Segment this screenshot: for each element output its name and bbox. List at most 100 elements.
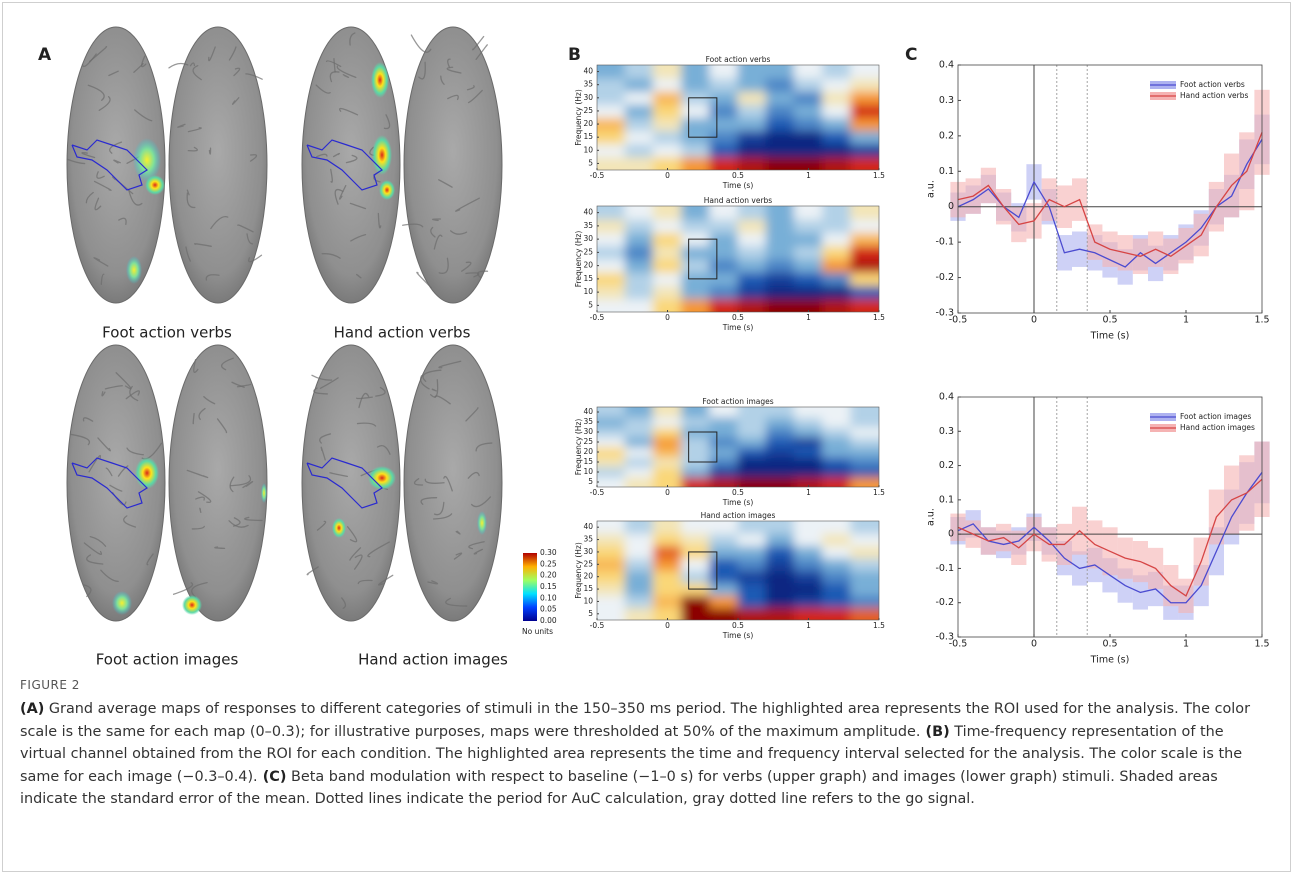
y-tick-label: -0.2 [935, 272, 954, 283]
heatmap-cell [794, 427, 823, 438]
heatmap-cell [766, 245, 795, 259]
y-tick-label: 5 [588, 609, 593, 618]
heatmap-cell [625, 545, 654, 558]
heatmap-cell [794, 232, 823, 246]
heatmap-cell [625, 91, 654, 105]
y-tick-label: 10 [583, 145, 593, 154]
heatmap [583, 192, 894, 327]
heatmap-cell [794, 570, 823, 583]
y-tick-label: 5 [588, 477, 593, 486]
activation-blob [126, 256, 142, 284]
heatmap-cell [822, 545, 851, 558]
y-tick-label: 0.3 [939, 426, 954, 437]
heatmap-cell [709, 104, 738, 118]
heatmap-cell [766, 285, 795, 299]
chart-title: Hand action images [701, 511, 776, 520]
panel-letter: A [38, 45, 52, 65]
heatmap-cell [625, 285, 654, 299]
y-tick-label: 20 [583, 119, 593, 128]
heatmap-cell [653, 507, 682, 534]
y-tick-label: -0.2 [935, 597, 954, 608]
heatmap-cell [822, 285, 851, 299]
activation-blob [372, 135, 392, 175]
heatmap-cell [822, 117, 851, 131]
heatmap-cell [625, 427, 654, 438]
y-tick-label: 0.4 [939, 392, 954, 403]
heatmap-cell [766, 298, 795, 326]
x-tick-label: 0 [665, 171, 670, 180]
y-tick-label: 0.1 [939, 494, 954, 505]
y-tick-label: -0.3 [935, 632, 954, 643]
heatmap-cell [794, 417, 823, 428]
heatmap-cell [625, 533, 654, 546]
heatmap-cells [583, 51, 894, 185]
heatmap-cell [709, 447, 738, 458]
heatmap-cell [653, 285, 682, 299]
heatmap-cell [766, 545, 795, 558]
x-tick-label: 0.5 [732, 313, 744, 322]
brain [67, 345, 267, 621]
heatmap-cell [766, 104, 795, 118]
heatmap-cell [850, 156, 893, 184]
heatmap-cell [850, 595, 893, 608]
heatmap-cell [653, 91, 682, 105]
heatmap-cell [766, 117, 795, 131]
heatmap-cell [794, 582, 823, 595]
heatmap-cell [822, 393, 851, 418]
heatmap-cell [738, 427, 767, 438]
chart-title: Foot action verbs [706, 55, 771, 64]
sulcus [200, 508, 201, 512]
x-tick-label: 1.5 [1254, 315, 1269, 326]
heatmap-cell [653, 427, 682, 438]
activation-blob [145, 175, 165, 195]
heatmap-cell [794, 51, 823, 79]
heatmap-cell [709, 117, 738, 131]
activation-blob [477, 511, 487, 535]
heatmap-cell [738, 117, 767, 131]
y-axis-label: Frequency (Hz) [574, 89, 583, 146]
y-tick-label: 35 [583, 535, 593, 544]
heatmap-cell [653, 130, 682, 144]
heatmap-cell [738, 245, 767, 259]
heatmap-cell [738, 219, 767, 233]
activation-blob [332, 518, 346, 538]
heatmap-cell [794, 272, 823, 286]
heatmap-cell [794, 558, 823, 571]
heatmap-cell [766, 607, 795, 634]
x-tick-label: 1.5 [873, 621, 885, 630]
caption-tag: (C) [263, 769, 287, 785]
heatmap-cell [625, 607, 654, 634]
heatmap-cell [681, 417, 710, 428]
heatmap-cell [625, 437, 654, 448]
legend-label: Foot action images [1180, 412, 1251, 421]
heatmap-cell [850, 219, 893, 233]
heatmap-cell [709, 285, 738, 299]
colorbar-tick-label: 0.30 [540, 548, 557, 557]
heatmap-cell [681, 570, 710, 583]
heatmap-cell [738, 417, 767, 428]
y-tick-label: 0.2 [939, 460, 954, 471]
heatmap-cell [794, 130, 823, 144]
colorbar-tick-label: 0.20 [540, 571, 557, 580]
x-tick-label: 0.5 [1102, 315, 1117, 326]
x-tick-label: -0.5 [590, 621, 605, 630]
heatmap-cell [709, 595, 738, 608]
heatmap-cell [794, 91, 823, 105]
heatmap-cell [709, 417, 738, 428]
heatmap-cell [653, 457, 682, 468]
heatmap-cell [625, 51, 654, 79]
y-tick-label: 30 [583, 93, 593, 102]
chart-title: Foot action images [702, 397, 773, 406]
heatmap-cell [653, 545, 682, 558]
heatmap-cell [653, 104, 682, 118]
heatmap-cell [653, 393, 682, 418]
x-tick-label: 1.5 [873, 488, 885, 497]
heatmap-cell [681, 477, 710, 502]
heatmap-cell [794, 545, 823, 558]
figure-label: FIGURE 2 [20, 678, 1272, 692]
y-tick-label: 35 [583, 80, 593, 89]
heatmap-cell [794, 219, 823, 233]
heatmap-cell [625, 457, 654, 468]
heatmap-cell [709, 143, 738, 157]
y-tick-label: 20 [583, 261, 593, 270]
